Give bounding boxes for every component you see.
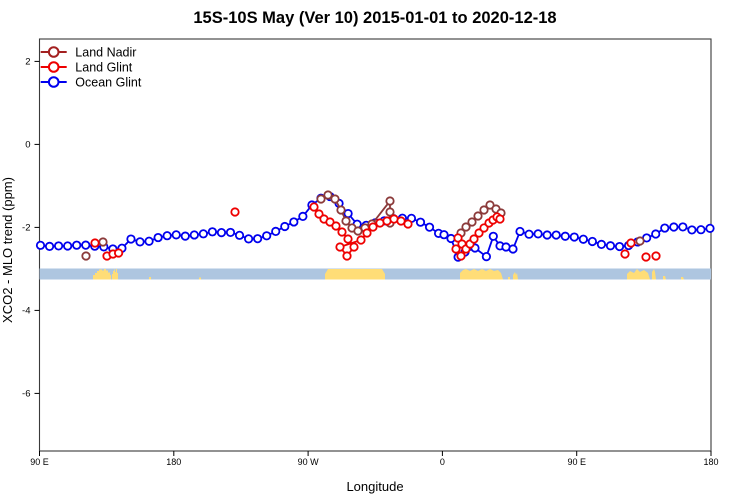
svg-text:0: 0: [440, 457, 445, 467]
svg-text:-2: -2: [22, 223, 30, 234]
svg-text:15S-10S May (Ver 10) 2015-0: 15S-10S May (Ver 10) 2015-01-01 to 2020-…: [193, 9, 556, 27]
svg-text:Land Nadir: Land Nadir: [75, 46, 136, 60]
svg-text:-4: -4: [22, 306, 30, 317]
svg-text:-6: -6: [22, 389, 30, 400]
svg-text:90 E: 90 E: [567, 457, 586, 467]
svg-text:XCO2 - MLO trend (ppm): XCO2 - MLO trend (ppm): [0, 177, 15, 323]
svg-text:Land Glint: Land Glint: [75, 61, 133, 75]
svg-text:180: 180: [166, 457, 181, 467]
svg-text:Longitude: Longitude: [346, 479, 403, 494]
svg-text:0: 0: [25, 140, 30, 151]
svg-text:90 W: 90 W: [298, 457, 320, 467]
svg-text:Ocean Glint: Ocean Glint: [75, 76, 142, 90]
svg-text:180: 180: [703, 457, 718, 467]
svg-text:2: 2: [25, 57, 30, 68]
svg-text:90 E: 90 E: [30, 457, 49, 467]
